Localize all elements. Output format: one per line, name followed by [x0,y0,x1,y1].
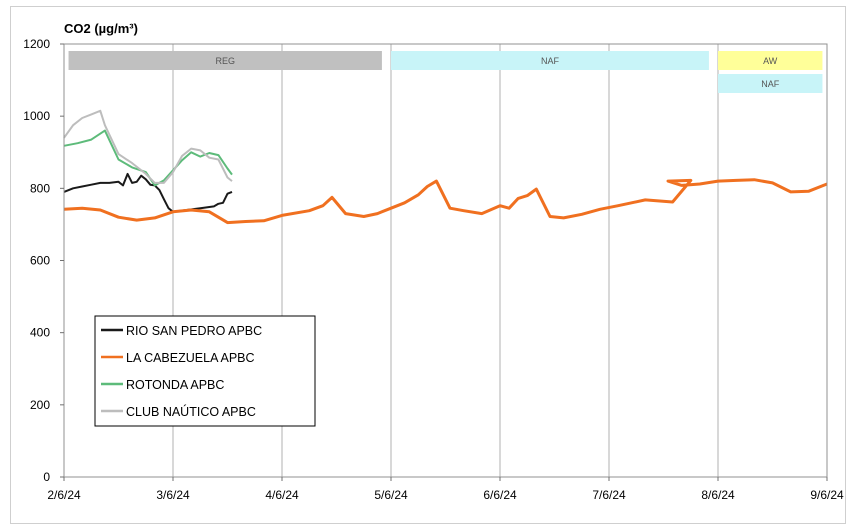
period-band [718,51,823,70]
x-tick-label: 6/6/24 [483,488,517,502]
legend-entry: ROTONDA APBC [126,378,224,392]
legend-entry: CLUB NAÚTICO APBC [126,404,256,419]
legend-box [94,315,316,427]
y-tick-label: 200 [30,398,50,412]
x-tick-label: 9/6/24 [810,488,844,502]
y-tick-label: 800 [30,181,50,195]
period-band [391,51,709,70]
axes: 0 200 400 600 800 1000 1200 2/6/24 3/6/24 4/6/24 5… [23,37,844,502]
chart-title: CO2 (µg/m³) [64,21,138,36]
x-tick-label: 2/6/24 [47,488,81,502]
series-line [63,109,233,184]
y-tick-label: 1000 [23,109,50,123]
y-tick-label: 0 [43,470,50,484]
period-band-label: NAF [541,56,560,66]
x-tick-label: 4/6/24 [265,488,299,502]
y-tick-label: 400 [30,326,50,340]
period-band [718,74,823,93]
period-band-label: REG [215,56,235,66]
x-tick-label: 3/6/24 [156,488,190,502]
legend: RIO SAN PEDRO APBC LA CABEZUELA APBC ROTON… [94,315,316,427]
legend-entry: LA CABEZUELA APBC [126,351,255,365]
period-band-label: NAF [761,79,780,89]
series-lines [63,109,828,225]
y-tick-label: 600 [30,254,50,268]
period-band [68,51,382,70]
period-band-label: AW [763,56,778,66]
period-bands: REG NAF AW NAF [68,51,823,93]
y-tick-label: 1200 [23,37,50,51]
series-line [63,129,233,187]
series-line [63,172,233,213]
x-tick-label: 8/6/24 [701,488,735,502]
legend-entry: RIO SAN PEDRO APBC [126,324,262,338]
series-line [63,178,828,225]
chart-frame [10,6,846,524]
x-tick-label: 7/6/24 [592,488,626,502]
x-tick-label: 5/6/24 [374,488,408,502]
